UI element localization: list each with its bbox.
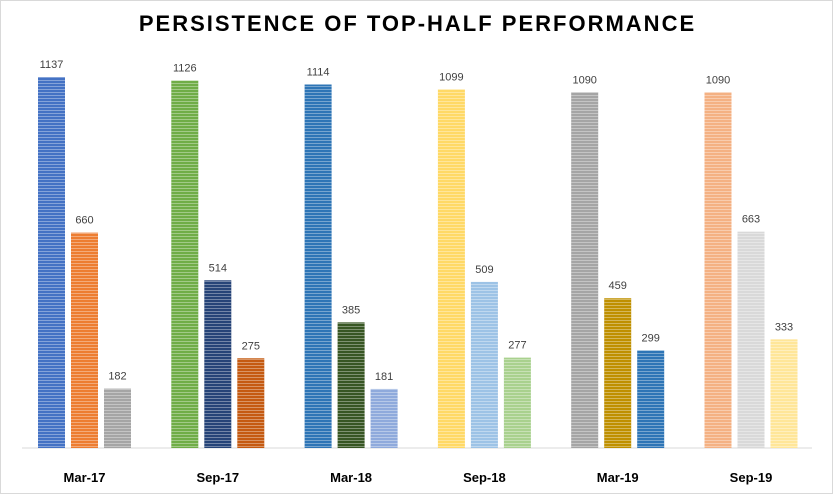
category-tick-label: Mar-17 (64, 470, 106, 485)
category-tick-label: Sep-18 (463, 470, 506, 485)
value-labels: 1137 660 182 1126 514 275 1114 385 181 1099 509 277… (40, 59, 794, 383)
category-tick-label: Sep-19 (730, 470, 773, 485)
chart-title: PERSISTENCE OF TOP-HALF PERFORMANCE (138, 11, 697, 36)
bar-texture (370, 388, 398, 448)
category-tick-label: Mar-19 (597, 470, 639, 485)
bar-texture (38, 77, 65, 448)
data-label: 459 (609, 280, 627, 292)
bar-texture (204, 280, 232, 448)
bar-texture (604, 298, 632, 448)
data-label: 1090 (706, 74, 730, 86)
data-label: 181 (375, 371, 393, 383)
bar-texture (704, 92, 732, 448)
data-label: 663 (742, 214, 760, 226)
data-label: 333 (775, 321, 793, 333)
bar-texture (571, 92, 599, 448)
bar-texture (637, 350, 665, 448)
data-label: 1126 (173, 63, 197, 75)
bar-texture (337, 322, 365, 448)
data-label: 509 (475, 264, 493, 276)
data-label: 1099 (439, 71, 463, 83)
data-label: 275 (242, 340, 260, 352)
data-label: 277 (508, 340, 526, 352)
category-tick-label: Mar-18 (330, 470, 372, 485)
data-label: 514 (209, 262, 227, 274)
bar-texture (770, 339, 798, 448)
bar-texture (737, 231, 765, 448)
bar-texture (304, 84, 332, 449)
bar-texture (104, 388, 131, 448)
bar-texture (71, 232, 98, 448)
bar-texture (237, 358, 265, 448)
data-label: 182 (108, 371, 126, 383)
data-label: 1114 (307, 67, 330, 79)
bar-texture (470, 281, 498, 448)
category-labels: Mar-17 Sep-17 Mar-18 Sep-18 Mar-19 Sep-19 (64, 470, 773, 485)
data-label: 299 (642, 332, 660, 344)
bar-texture (171, 80, 199, 449)
data-label: 1137 (40, 59, 64, 71)
data-label: 385 (342, 304, 360, 316)
data-label: 1090 (572, 74, 596, 86)
bars (38, 77, 798, 449)
category-tick-label: Sep-17 (196, 470, 239, 485)
data-label: 660 (75, 215, 93, 227)
bar-texture (437, 89, 465, 449)
bar-texture (503, 357, 531, 448)
